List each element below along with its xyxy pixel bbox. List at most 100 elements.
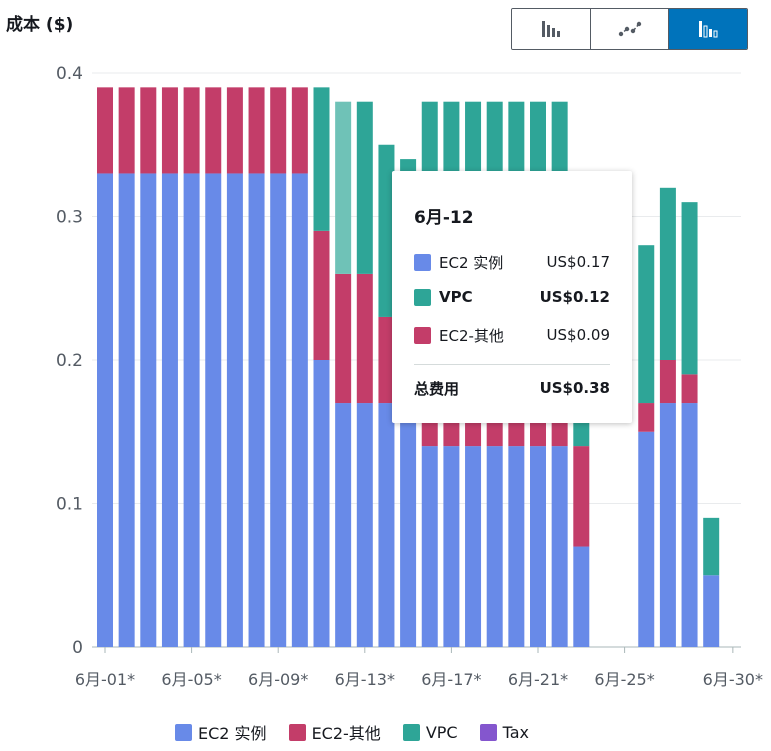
- bar-segment[interactable]: [530, 446, 546, 647]
- bar-segment[interactable]: [356, 273, 373, 404]
- tooltip-series-name: EC2 实例: [439, 253, 504, 272]
- bar-segment[interactable]: [659, 403, 676, 647]
- bar-segment[interactable]: [356, 403, 373, 647]
- bar-segment[interactable]: [248, 173, 265, 647]
- bar-segment[interactable]: [681, 202, 698, 375]
- legend-label: Tax: [502, 722, 529, 742]
- bar-segment[interactable]: [313, 87, 330, 231]
- tooltip-series-value: US$0.17: [546, 253, 610, 271]
- bar-segment[interactable]: [508, 446, 525, 647]
- bar-segment[interactable]: [465, 446, 482, 647]
- bar-segment[interactable]: [378, 403, 395, 647]
- tooltip-series-value: US$0.12: [539, 288, 610, 306]
- bar-segment[interactable]: [638, 403, 655, 432]
- bar-segment[interactable]: [703, 575, 720, 647]
- x-tick-label: 6月-01*: [75, 670, 135, 689]
- bar-segment[interactable]: [486, 446, 503, 647]
- stacked-bar-chart-icon: [699, 21, 718, 38]
- tooltip-row-vpc: VPC US$0.12: [414, 286, 610, 308]
- bar-segment[interactable]: [270, 87, 287, 174]
- bar-segment[interactable]: [573, 417, 590, 447]
- tooltip-row-ec2: EC2 实例 US$0.17: [414, 251, 610, 273]
- y-tick-label: 0.2: [56, 351, 83, 371]
- y-tick-label: 0.1: [56, 495, 83, 515]
- x-tick-label: 6月-30*: [703, 670, 763, 689]
- bar-segment[interactable]: [226, 87, 243, 174]
- bar-segment[interactable]: [161, 87, 178, 174]
- bar-segment[interactable]: [681, 374, 698, 404]
- legend-item-tax[interactable]: Tax: [479, 722, 529, 742]
- bar-segment[interactable]: [551, 446, 568, 647]
- bar-segment[interactable]: [118, 173, 135, 647]
- bar-segment[interactable]: [335, 403, 352, 647]
- legend-swatch: [479, 723, 497, 741]
- y-tick-label: 0.4: [56, 64, 83, 84]
- bar-segment[interactable]: [97, 173, 113, 647]
- y-axis-title: 成本 ($): [6, 15, 74, 35]
- tooltip-title: 6月-12: [414, 208, 474, 228]
- bar-segment[interactable]: [161, 173, 178, 647]
- tooltip-total-label: 总费用: [414, 379, 460, 398]
- bar-segment[interactable]: [421, 446, 438, 647]
- tooltip-total-row: 总费用 US$0.38: [414, 377, 610, 399]
- legend-swatch: [288, 723, 306, 741]
- legend-swatch: [402, 723, 420, 741]
- bar-segment[interactable]: [378, 144, 395, 317]
- bar-segment[interactable]: [400, 403, 417, 647]
- y-tick-label: 0.3: [56, 208, 83, 228]
- bar-segment[interactable]: [226, 173, 243, 647]
- bar-segment[interactable]: [659, 360, 676, 404]
- tooltip-total-value: US$0.38: [539, 379, 610, 397]
- tooltip-swatch: [414, 253, 431, 271]
- tooltip-swatch: [414, 326, 431, 344]
- bar-segment[interactable]: [313, 230, 330, 360]
- bar-segment[interactable]: [205, 87, 222, 174]
- bar-segment[interactable]: [681, 403, 698, 647]
- bar-segment[interactable]: [703, 517, 720, 576]
- bar-segment[interactable]: [335, 101, 352, 274]
- bar-segment[interactable]: [335, 273, 352, 404]
- bar-segment[interactable]: [573, 546, 590, 647]
- line-chart-icon: [618, 21, 641, 37]
- legend-swatch: [175, 723, 192, 741]
- bar-segment[interactable]: [291, 87, 308, 174]
- bar-segment[interactable]: [183, 87, 200, 174]
- chart-type-toggle-group: [511, 8, 748, 50]
- legend-item-vpc[interactable]: VPC: [402, 722, 458, 742]
- bar-segment[interactable]: [443, 446, 460, 647]
- bar-chart-toggle-button[interactable]: [512, 9, 591, 49]
- tooltip-series-name: VPC: [439, 288, 473, 306]
- bar-segment[interactable]: [378, 316, 395, 404]
- x-tick-label: 6月-09*: [248, 670, 308, 689]
- bar-segment[interactable]: [205, 173, 222, 647]
- legend-label: EC2 实例: [198, 724, 267, 743]
- bar-segment[interactable]: [659, 187, 676, 360]
- bar-segment[interactable]: [356, 101, 373, 274]
- stacked-bar-chart-toggle-button[interactable]: [669, 9, 747, 49]
- bar-segment[interactable]: [638, 245, 655, 404]
- bar-segment[interactable]: [270, 173, 287, 647]
- legend-label: EC2-其他: [311, 724, 381, 743]
- bar-tooltip: 6月-12 EC2 实例 US$0.17 VPC US$0.12 EC2-其他 …: [392, 171, 632, 423]
- bar-segment[interactable]: [140, 173, 157, 647]
- bar-segment[interactable]: [118, 87, 135, 174]
- chart-legend: EC2 实例 EC2-其他 VPC Tax: [175, 720, 551, 744]
- bar-segment[interactable]: [638, 431, 655, 647]
- legend-item-ec2[interactable]: EC2 实例: [175, 720, 267, 744]
- bar-segment[interactable]: [313, 360, 330, 647]
- bar-segment[interactable]: [291, 173, 308, 647]
- tooltip-row-ec2-other: EC2-其他 US$0.09: [414, 324, 610, 346]
- x-tick-label: 6月-13*: [335, 670, 395, 689]
- bar-segment[interactable]: [97, 87, 113, 174]
- legend-label: VPC: [425, 722, 458, 742]
- line-chart-toggle-button[interactable]: [590, 9, 670, 49]
- bar-segment[interactable]: [573, 446, 590, 547]
- bar-segment[interactable]: [140, 87, 157, 174]
- x-tick-label: 6月-25*: [594, 670, 654, 689]
- tooltip-divider: [414, 364, 610, 365]
- legend-item-ec2-other[interactable]: EC2-其他: [288, 720, 381, 744]
- bar-segment[interactable]: [248, 87, 265, 174]
- bar-segment[interactable]: [183, 173, 200, 647]
- x-tick-label: 6月-21*: [508, 670, 568, 689]
